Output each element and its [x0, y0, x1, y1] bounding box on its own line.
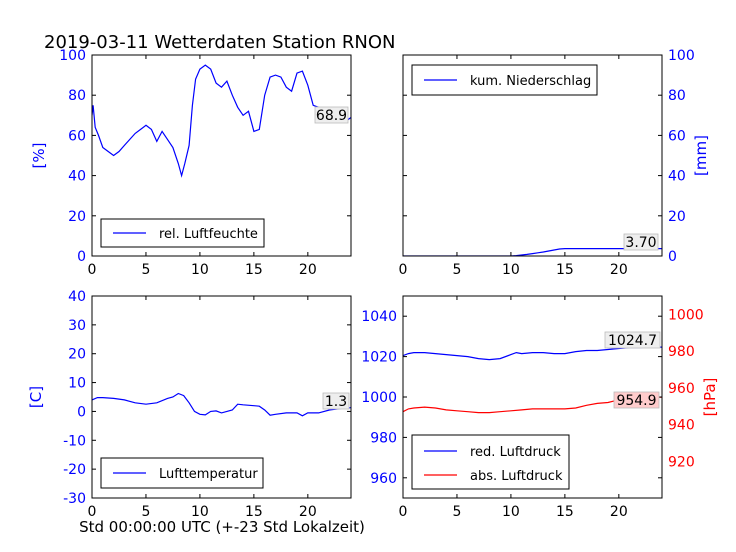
x-tick-label: 15: [245, 504, 263, 520]
y-axis-label: [mm]: [692, 135, 710, 176]
y-tick-label: 60: [668, 128, 686, 144]
panel-pressure: 0 5 10 15 20 960 980 1000 1020 1040 920 940 960 980 10…: [361, 295, 719, 520]
legend-box: [411, 434, 570, 490]
x-tick-label: 10: [191, 262, 209, 278]
series-line-temperature-0: [92, 392, 351, 417]
y-tick-label: 80: [668, 88, 686, 104]
series-line-humidity-0: [92, 64, 351, 178]
y-tick-label: -10: [63, 433, 86, 449]
y-tick-label: 1000: [361, 390, 397, 406]
x-tick-label: 5: [141, 262, 150, 278]
y-tick-label: 1020: [361, 350, 397, 366]
last-value-label: 1024.7: [608, 333, 657, 349]
last-value-label: 3.70: [625, 235, 656, 251]
series-line-pressure-0: [403, 346, 662, 361]
legend-label: abs. Luftdruck: [470, 469, 563, 484]
last-value-box: [604, 331, 661, 349]
y-tick-label: 100: [59, 48, 86, 64]
y-tick-label-right: 940: [668, 418, 695, 434]
x-tick-label: 20: [610, 504, 628, 520]
y-tick-label: 80: [68, 88, 86, 104]
x-tick-label: 10: [502, 504, 520, 520]
y-tick-label: 40: [668, 169, 686, 185]
y-tick-label-right: 920: [668, 454, 695, 470]
y-tick-label-right: 1000: [668, 307, 704, 323]
y-tick-label: 10: [68, 376, 86, 392]
legend-label: kum. Niederschlag: [470, 74, 591, 89]
axes-frame: [402, 54, 663, 257]
last-value-box: [623, 233, 659, 251]
x-tick-label: 5: [452, 504, 461, 520]
x-tick-label: 0: [88, 262, 97, 278]
figure-xlabel: Std 00:00:00 UTC (+-23 Std Lokalzeit): [79, 518, 365, 536]
y-tick-label: -20: [63, 462, 86, 478]
y-tick-label: 980: [370, 430, 397, 446]
last-value-label: 1.3: [325, 394, 347, 410]
y-tick-label: 0: [77, 404, 86, 420]
y-tick-label: 40: [68, 169, 86, 185]
y-tick-label: 1040: [361, 309, 397, 325]
x-tick-label: 20: [610, 262, 628, 278]
y-tick-label: 0: [668, 249, 677, 265]
last-value-box: [613, 391, 660, 409]
last-value-label: 954.9: [616, 393, 656, 409]
y-tick-label-right: 960: [668, 381, 695, 397]
x-tick-label: 10: [502, 262, 520, 278]
legend-label: Lufttemperatur: [159, 467, 258, 482]
series-line-precipitation-0: [403, 248, 662, 256]
x-tick-label: 0: [88, 504, 97, 520]
x-tick-label: 0: [399, 262, 408, 278]
y-tick-label: 40: [68, 289, 86, 305]
panel-temperature: 0 5 10 15 20 -30 -20 -10 0 10 20 30 40 [C] 1.3 Lufttemp…: [27, 289, 352, 520]
x-tick-label: 15: [556, 504, 574, 520]
last-value-box: [322, 392, 350, 410]
x-tick-label: 15: [556, 262, 574, 278]
y-axis-label: [C]: [27, 386, 45, 408]
y-tick-label: 30: [68, 318, 86, 334]
x-tick-label: 5: [452, 262, 461, 278]
y-tick-label: 960: [370, 471, 397, 487]
y-axis-label: [hPa]: [701, 378, 719, 417]
y-axis-label: [%]: [30, 143, 48, 169]
x-tick-label: 20: [299, 262, 317, 278]
y-tick-label: 20: [68, 209, 86, 225]
x-tick-label: 5: [141, 504, 150, 520]
panel-precipitation: 0 5 10 15 20 0 20 40 60 80 100 [mm] 3.70 kum. Nieders…: [399, 48, 710, 278]
x-tick-label: 15: [245, 262, 263, 278]
axes-frame: [91, 295, 352, 499]
y-tick-label: 100: [668, 48, 695, 64]
last-value-label: 68.9: [316, 108, 347, 124]
y-tick-label-right: 980: [668, 344, 695, 360]
axes-frame: [91, 54, 352, 257]
y-tick-label: 20: [668, 209, 686, 225]
legend-label: rel. Luftfeuchte: [159, 227, 258, 242]
figure-title: 2019-03-11 Wetterdaten Station RNON: [44, 32, 395, 53]
x-tick-label: 20: [299, 504, 317, 520]
x-tick-label: 10: [191, 504, 209, 520]
y-tick-label: 0: [77, 249, 86, 265]
x-tick-label: 0: [399, 504, 408, 520]
y-tick-label: -30: [63, 491, 86, 507]
panel-humidity: 0 5 10 15 20 0 20 40 60 80 100 [%] 68.9 rel. Luftfeuc…: [30, 48, 352, 278]
legend-label: red. Luftdruck: [470, 445, 561, 460]
y-tick-label: 60: [68, 128, 86, 144]
y-tick-label: 20: [68, 347, 86, 363]
last-value-box: [314, 106, 349, 124]
